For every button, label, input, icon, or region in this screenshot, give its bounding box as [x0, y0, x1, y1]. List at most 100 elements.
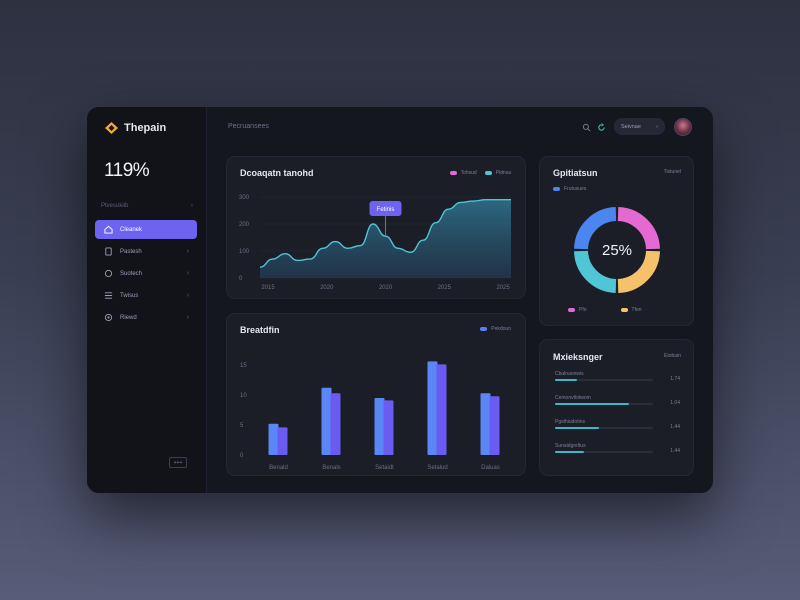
- x-tick-label: 2025: [438, 285, 452, 291]
- x-tick-label: 2020: [320, 285, 334, 291]
- chevron-right-icon: ›: [186, 314, 189, 321]
- legend-swatch: [620, 308, 628, 312]
- x-tick-label: Benals: [322, 465, 340, 471]
- breakdown-card: Breatdfin Pekdoun 15 10 5 0 Benald Benals Seta…: [226, 313, 526, 476]
- legend-swatch: [568, 308, 575, 312]
- trend-card: Dcoaqatn tanohd Tohsud Pidnsa 300 200 100 0…: [226, 156, 526, 299]
- x-tick-label: 2015: [261, 285, 275, 291]
- refresh-icon[interactable]: [597, 123, 606, 132]
- distribution-card: Gpitiatsun Tistunel Frutusues 25% Pfo Tf…: [539, 156, 694, 326]
- sidebar-nav: Cleanek Pastesh › Suotech › Twisus › Rie…: [95, 220, 197, 330]
- bar: [268, 423, 279, 455]
- donut-slice: [574, 250, 617, 293]
- x-tick-label: Setalud: [427, 465, 447, 471]
- legend-swatch: [480, 327, 488, 331]
- chevron-right-icon: ›: [186, 292, 189, 299]
- brand[interactable]: Thepain: [105, 122, 166, 134]
- y-tick-label: 10: [240, 393, 247, 399]
- list-icon: [104, 292, 113, 299]
- metric-row: Cbulnaonwis 1.74: [555, 371, 680, 382]
- x-tick-label: Setaidt: [375, 465, 394, 471]
- breakdown-card-title: Breatdfin: [240, 325, 280, 335]
- legend-label: Tfen: [631, 307, 642, 313]
- settings-icon: [104, 313, 113, 322]
- metric-row: Cemonvtlotwom 1.04: [555, 395, 680, 406]
- distribution-header-right: Tistunel: [663, 169, 681, 175]
- metric-label: Sunaidgreltus: [555, 443, 586, 449]
- sidebar-item-label: Pastesh: [120, 248, 142, 255]
- bar: [383, 400, 394, 455]
- legend-label: Frutusues: [564, 186, 587, 192]
- summary-stat: 119%: [104, 160, 150, 181]
- sidebar-item-4[interactable]: Riewd ›: [95, 308, 197, 327]
- legend-label: Pfo: [579, 307, 587, 313]
- metric-fill: [555, 379, 577, 381]
- legend-label: Pidnsa: [495, 170, 511, 176]
- sidebar: Thepain 119% Ptvesukiib ‹ Cleanek Pastes…: [87, 107, 207, 493]
- avatar[interactable]: [674, 118, 692, 136]
- metric-label: Cemonvtlotwom: [555, 395, 591, 401]
- x-tick-label: 2025: [496, 285, 510, 291]
- document-icon: [105, 247, 112, 256]
- donut-center-label: 25%: [602, 242, 632, 259]
- x-tick-label: Daluas: [481, 465, 500, 471]
- breakdown-legend: Pekdoun: [480, 326, 511, 332]
- sidebar-item-2[interactable]: Suotech ›: [95, 264, 197, 283]
- metric-fill: [555, 403, 629, 405]
- bar: [277, 427, 288, 455]
- sidebar-footer-button[interactable]: +++: [169, 457, 187, 468]
- y-tick-label: 200: [239, 222, 250, 228]
- period-select-label: Seivnae: [621, 123, 641, 130]
- metric-label: Pgsthiudotins: [555, 419, 586, 425]
- app-name: Thepain: [124, 122, 167, 134]
- bar: [321, 387, 332, 455]
- metrics-card-title: Mxieksnger: [553, 352, 603, 362]
- bar-chart: 15 10 5 0 Benald Benals Setaidt Setalud Daluas: [240, 361, 500, 471]
- dashboard-window: Thepain 119% Ptvesukiib ‹ Cleanek Pastes…: [87, 107, 713, 493]
- sidebar-item-3[interactable]: Twisus ›: [95, 286, 197, 305]
- metric-track: [555, 379, 653, 381]
- chevron-icon: ›: [656, 123, 658, 130]
- logo-icon: [105, 122, 118, 134]
- y-tick-label: 100: [239, 249, 250, 255]
- legend-swatch: [553, 187, 560, 191]
- metric-row: Pgsthiudotins 1.44: [555, 419, 680, 430]
- donut-slice: [617, 250, 660, 293]
- trend-card-title: Dcoaqatn tanohd: [240, 168, 314, 178]
- sidebar-item-label: Twisus: [120, 292, 139, 299]
- sidebar-item-label: Riewd: [120, 314, 137, 321]
- sidebar-item-1[interactable]: Pastesh ›: [95, 242, 197, 261]
- sidebar-item-0[interactable]: Cleanek: [95, 220, 197, 239]
- sidebar-heading: Ptvesukiib ‹: [101, 203, 193, 209]
- metric-value: 1.04: [670, 400, 680, 406]
- x-tick-label: 2020: [379, 285, 393, 291]
- legend-swatch: [484, 171, 492, 175]
- legend-label: Pekdoun: [491, 326, 511, 332]
- sidebar-item-label: Cleanek: [120, 226, 143, 233]
- donut-slice: [617, 207, 660, 250]
- y-tick-label: 300: [239, 195, 250, 201]
- metric-value: 1.44: [670, 448, 680, 454]
- bar: [374, 398, 385, 455]
- wallet-icon: [104, 269, 113, 278]
- bar: [480, 393, 491, 455]
- period-select[interactable]: Seivnae ›: [614, 118, 665, 135]
- sidebar-item-label: Suotech: [120, 270, 143, 277]
- distribution-card-title: Gpitiatsun: [553, 168, 598, 178]
- metric-row: Sunaidgreltus 1.44: [555, 443, 680, 454]
- bar: [436, 364, 447, 455]
- search-icon[interactable]: [582, 123, 591, 132]
- bar: [330, 393, 341, 455]
- collapse-icon[interactable]: ‹: [191, 203, 193, 209]
- chevron-right-icon: ›: [186, 270, 189, 277]
- y-tick-label: 15: [240, 363, 247, 369]
- bar: [489, 396, 500, 455]
- donut-slice: [574, 207, 617, 250]
- legend-swatch: [449, 171, 457, 175]
- distribution-legend-top: Frutusues: [553, 186, 586, 192]
- donut-chart: 25%: [574, 207, 660, 293]
- metrics-header-right: Etobuin: [664, 353, 681, 359]
- x-tick-label: Benald: [269, 465, 288, 471]
- legend-label: Tohsud: [460, 170, 477, 176]
- bar: [427, 361, 438, 455]
